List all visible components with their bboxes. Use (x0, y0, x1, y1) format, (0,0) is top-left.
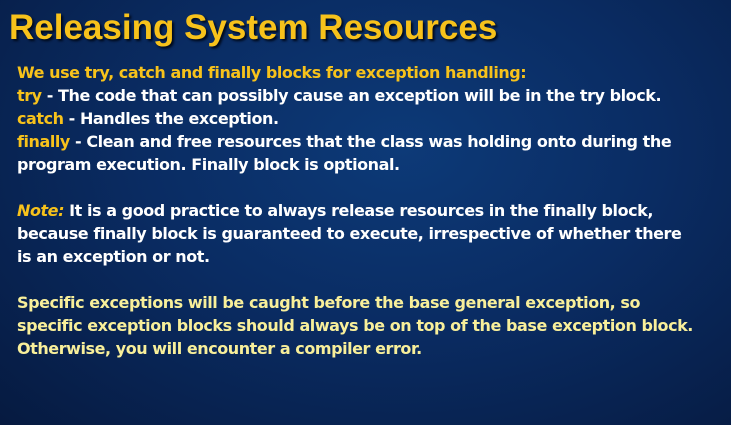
finally-description: - Clean and free resources that the clas… (69, 132, 672, 151)
try-keyword: try (17, 86, 42, 105)
finally-keyword: finally (17, 132, 70, 151)
catch-description: - Handles the exception. (63, 109, 279, 128)
note-label: Note: (17, 201, 65, 220)
try-item: try - The code that can possibly cause a… (17, 84, 729, 107)
intro-text: We use try, catch and finally blocks for… (17, 63, 527, 82)
note-line-1: Note: It is a good practice to always re… (17, 199, 729, 222)
specific-line-3: Otherwise, you will encounter a compiler… (17, 339, 422, 358)
specific-line-2: specific exception blocks should always … (17, 316, 693, 335)
spacer (17, 176, 729, 199)
note-line-2: because finally block is guaranteed to e… (17, 224, 682, 243)
note-text-1: It is a good practice to always release … (64, 201, 653, 220)
catch-keyword: catch (17, 109, 64, 128)
spacer (17, 268, 729, 291)
slide-body: We use try, catch and finally blocks for… (17, 61, 729, 360)
specific-line-1: Specific exceptions will be caught befor… (17, 293, 641, 312)
try-description: - The code that can possibly cause an ex… (41, 86, 662, 105)
slide-title: Releasing System Resources (9, 8, 498, 47)
catch-item: catch - Handles the exception. (17, 107, 729, 130)
finally-item: finally - Clean and free resources that … (17, 130, 729, 153)
finally-description-continued: program execution. Finally block is opti… (17, 155, 400, 174)
note-line-3: is an exception or not. (17, 247, 210, 266)
